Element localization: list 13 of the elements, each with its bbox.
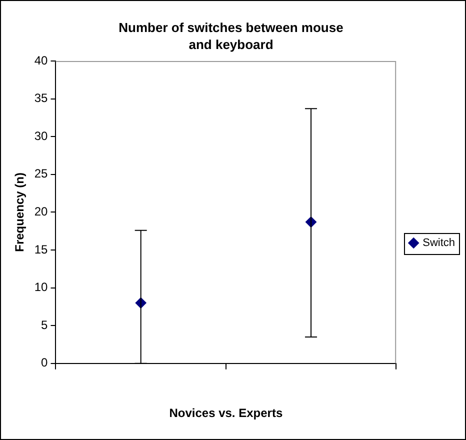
y-tick-label: 40 bbox=[34, 53, 48, 68]
y-tick-label: 20 bbox=[34, 204, 48, 219]
y-tick-label: 35 bbox=[34, 91, 48, 106]
y-tick-label: 30 bbox=[34, 128, 48, 143]
y-axis-title: Frequency (n) bbox=[12, 172, 27, 252]
y-tick-label: 10 bbox=[34, 280, 48, 294]
y-tick-label: 25 bbox=[34, 166, 48, 181]
x-axis-title: Novices vs. Experts bbox=[169, 406, 283, 420]
chart-title: Number of switches between mouse and keyboard bbox=[118, 19, 344, 53]
y-tick-label: 0 bbox=[41, 356, 48, 370]
y-tick-label: 5 bbox=[41, 318, 48, 332]
legend-label: Switch bbox=[422, 237, 456, 250]
y-tick-label: 15 bbox=[34, 242, 48, 256]
